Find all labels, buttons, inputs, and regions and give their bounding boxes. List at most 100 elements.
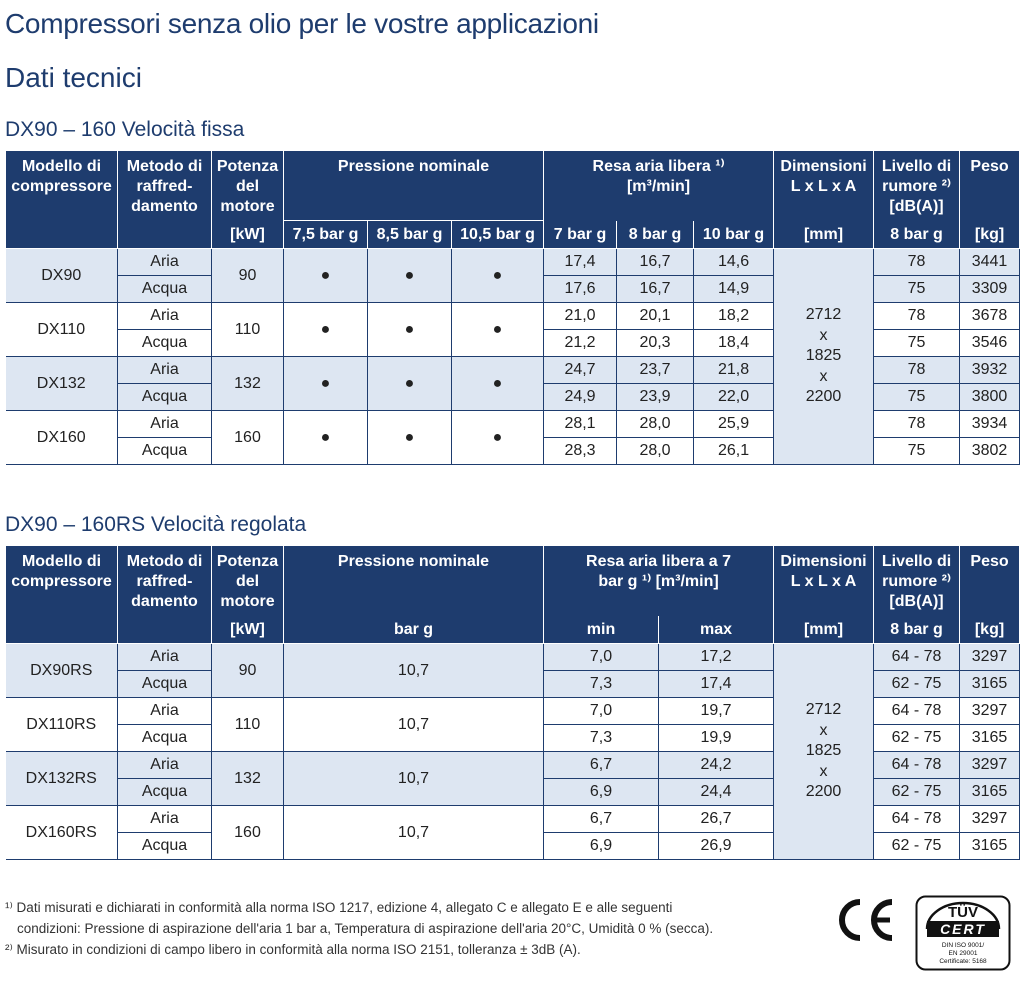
dim-length: 2712 xyxy=(805,701,842,719)
footnote-1-line-2: condizioni: Pressione di aspirazione del… xyxy=(17,921,714,936)
tuv-line-1: DIN ISO 9001/ xyxy=(942,942,984,949)
table-row: Acqua 7,3 17,4 62 - 75 3165 xyxy=(6,670,1021,698)
cell-weight: 3165 xyxy=(959,670,1021,698)
cell-cooling: Acqua xyxy=(117,670,212,698)
cell-fad-min: 7,3 xyxy=(543,670,659,698)
cell-model: DX90 xyxy=(5,248,118,303)
cell-weight: 3678 xyxy=(959,302,1021,330)
cell-cooling: Acqua xyxy=(117,832,212,860)
cell-noise: 75 xyxy=(873,275,961,303)
cell-fad-10: 18,2 xyxy=(693,302,775,330)
header-fad-7bar: 7 bar g xyxy=(543,220,618,249)
cell-noise: 62 - 75 xyxy=(873,724,961,752)
cell-dot: ● xyxy=(283,248,368,303)
cell-cooling: Aria xyxy=(117,302,212,330)
header-pressure-7-5: 7,5 bar g xyxy=(283,220,368,249)
cell-cooling: Aria xyxy=(117,805,212,833)
cell-weight: 3165 xyxy=(959,832,1021,860)
header-fad: Resa aria libera ¹⁾ [m³/min] xyxy=(543,150,775,221)
cell-dot: ● xyxy=(367,410,452,465)
cell-cooling: Acqua xyxy=(117,778,212,806)
cell-weight: 3800 xyxy=(959,383,1021,411)
header-fad-min: min xyxy=(543,615,659,644)
tuv-line-2: EN 29001 xyxy=(949,950,978,957)
cell-fad-min: 6,7 xyxy=(543,805,659,833)
cell-fad-10: 21,8 xyxy=(693,356,775,384)
cell-model: DX132 xyxy=(5,356,118,411)
header-pressure: Pressione nominale xyxy=(283,545,544,616)
cell-weight: 3297 xyxy=(959,643,1021,671)
header-model: Modello di compressore xyxy=(5,545,118,644)
dim-x: x xyxy=(819,762,828,780)
cell-dot: ● xyxy=(451,248,545,303)
cell-fad-max: 26,7 xyxy=(658,805,775,833)
cell-weight: 3309 xyxy=(959,275,1021,303)
table1-heading: DX90 – 160 Velocità fissa xyxy=(5,118,245,141)
ce-mark-icon xyxy=(839,899,893,941)
header-fad-max: max xyxy=(657,615,775,644)
cell-fad-7: 17,6 xyxy=(543,275,618,303)
table-row: DX110RS Aria 110 10,7 7,0 19,7 64 - 78 3… xyxy=(5,697,1021,752)
cell-fad-7: 21,2 xyxy=(543,329,618,357)
cell-weight: 3802 xyxy=(959,437,1021,465)
table-row: Acqua 6,9 26,9 62 - 75 3165 xyxy=(6,832,1021,860)
section-title: Dati tecnici xyxy=(5,62,142,93)
spec-table-variable-speed: Modello di compressore Metodo di raffred… xyxy=(5,545,1021,860)
cell-fad-10: 26,1 xyxy=(693,437,775,465)
cell-dot: ● xyxy=(367,356,452,411)
cell-noise: 62 - 75 xyxy=(873,670,961,698)
tuv-text: TÜV xyxy=(948,904,978,921)
cell-dot: ● xyxy=(283,410,368,465)
table-row: DX132 Aria 132 ● ● ● 24,7 23,7 21,8 78 3… xyxy=(5,356,1021,411)
cell-fad-max: 24,2 xyxy=(658,751,775,779)
footnote-2: ²⁾ Misurato in condizioni di campo liber… xyxy=(5,942,581,957)
cell-fad-10: 14,6 xyxy=(693,248,775,276)
header-pressure: Pressione nominale xyxy=(282,150,545,221)
header-fad-8bar: 8 bar g xyxy=(616,220,695,249)
header-noise-unit: 8 bar g xyxy=(873,220,961,249)
cell-weight: 3297 xyxy=(959,697,1021,725)
cell-power: 160 xyxy=(211,805,284,860)
cell-noise: 75 xyxy=(873,437,961,465)
cell-dot: ● xyxy=(451,356,545,411)
cell-fad-8: 23,7 xyxy=(616,356,695,384)
cell-model: DX90RS xyxy=(5,643,118,698)
cell-cooling: Acqua xyxy=(117,329,212,357)
cell-pressure: 10,7 xyxy=(283,697,544,752)
cell-dot: ● xyxy=(367,302,452,357)
dim-height: 2200 xyxy=(805,783,842,801)
cell-power: 90 xyxy=(211,248,284,303)
cell-cooling: Aria xyxy=(117,248,212,276)
cell-cooling: Aria xyxy=(117,356,212,384)
cell-fad-10: 25,9 xyxy=(693,410,775,438)
cell-weight: 3441 xyxy=(959,248,1021,276)
cell-fad-10: 14,9 xyxy=(693,275,775,303)
cell-noise: 64 - 78 xyxy=(873,805,961,833)
cell-cooling: Aria xyxy=(117,751,212,779)
cell-cooling: Acqua xyxy=(117,383,212,411)
header-weight-unit: [kg] xyxy=(959,615,1021,644)
footnote-1-line-1: ¹⁾ Dati misurati e dichiarati in conform… xyxy=(5,900,673,915)
header-dimensions-unit: [mm] xyxy=(773,220,875,249)
cell-weight: 3932 xyxy=(959,356,1021,384)
cell-fad-max: 19,9 xyxy=(658,724,775,752)
cell-fad-7: 24,9 xyxy=(543,383,618,411)
header-fad-10bar: 10 bar g xyxy=(693,220,775,249)
page-title: Compressori senza olio per le vostre app… xyxy=(5,8,599,39)
header-dimensions: Dimensioni L x L x A xyxy=(773,150,875,221)
cell-power: 132 xyxy=(211,356,284,411)
dim-x: x xyxy=(819,326,828,344)
cell-weight: 3546 xyxy=(959,329,1021,357)
cell-fad-max: 17,4 xyxy=(658,670,775,698)
header-fad-unit: [m³/min] xyxy=(626,178,691,195)
cell-noise: 62 - 75 xyxy=(873,778,961,806)
cell-fad-min: 6,9 xyxy=(543,778,659,806)
cell-pressure: 10,7 xyxy=(283,751,544,806)
cell-cooling: Acqua xyxy=(117,275,212,303)
cell-model: DX110RS xyxy=(5,697,118,752)
header-fad-label: Resa aria libera ¹⁾ xyxy=(592,158,725,175)
dim-width: 1825 xyxy=(805,347,842,365)
tuv-cert-logo-icon: TÜV CERT DIN ISO 9001/ EN 29001 Certific… xyxy=(915,895,1011,971)
cert-text: CERT xyxy=(940,921,986,937)
table-row: DX160 Aria 160 ● ● ● 28,1 28,0 25,9 78 3… xyxy=(5,410,1021,465)
